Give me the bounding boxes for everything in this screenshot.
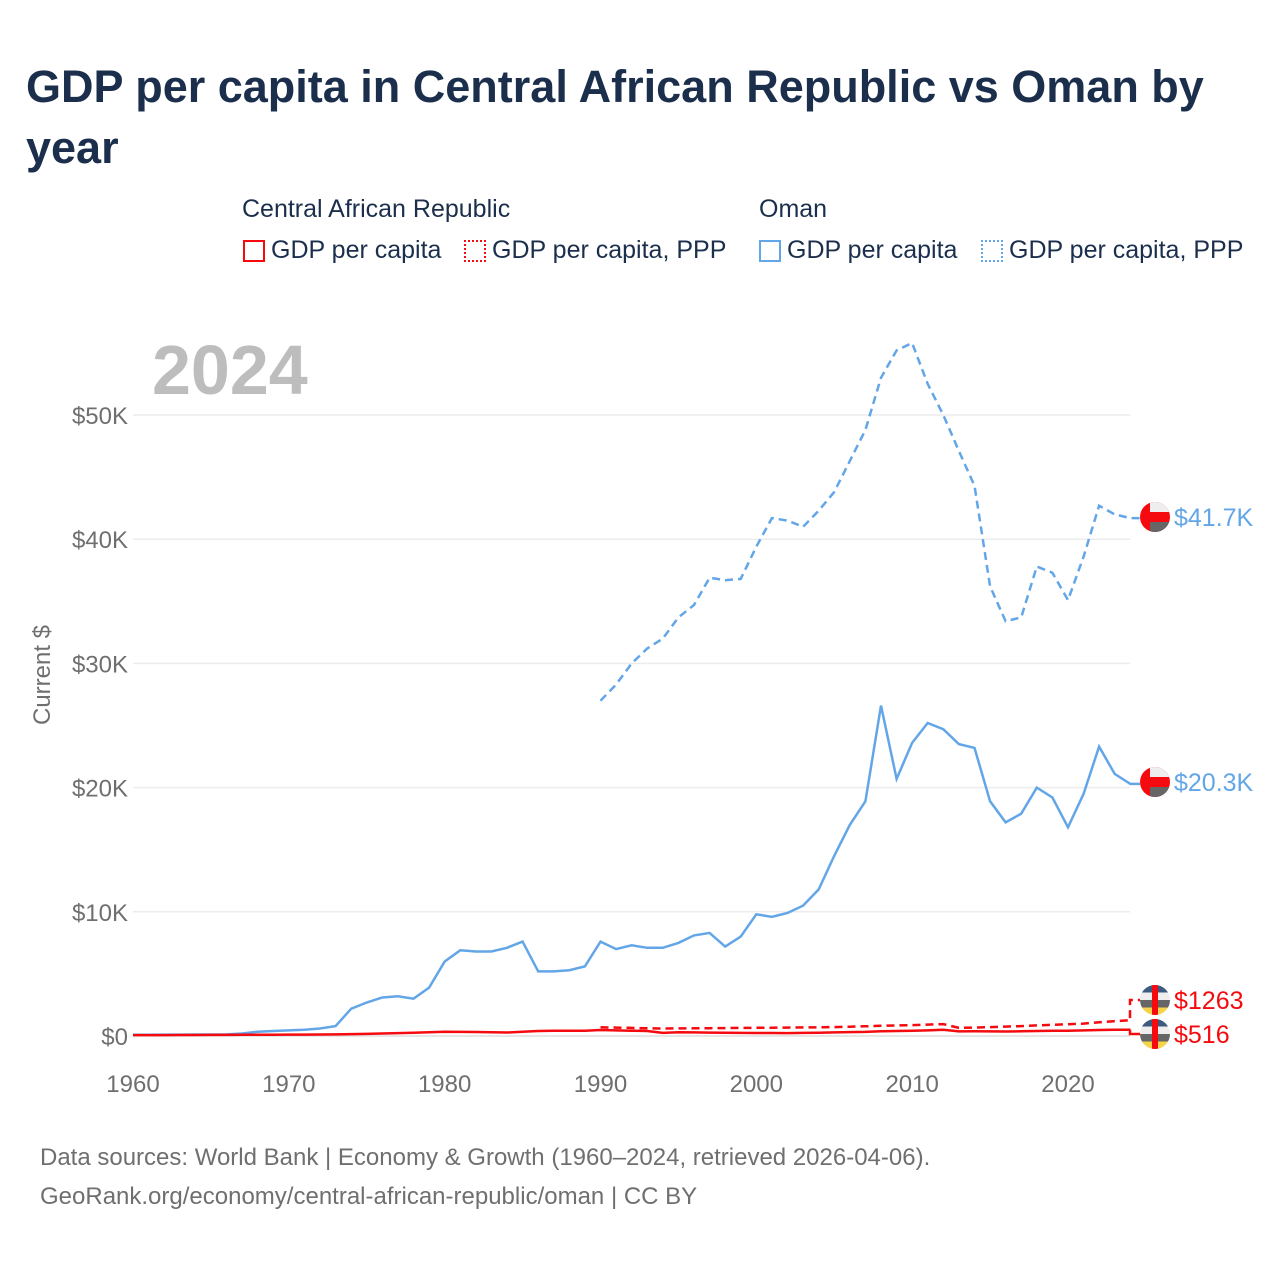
x-tick-label: 2000 (730, 1071, 783, 1098)
legend-swatch-dotted (464, 239, 486, 262)
legend-group-car: Central African Republic (242, 195, 511, 223)
legend-swatch-solid (243, 239, 265, 262)
y-tick-label: $20K (72, 776, 128, 803)
legend-group-oman: Oman (759, 195, 828, 223)
x-tick-label: 1970 (262, 1071, 315, 1098)
source-url[interactable]: GeoRank.org/economy/central-african-repu… (40, 1183, 698, 1210)
legend-swatch-solid (759, 239, 781, 262)
oman-flag-icon (1140, 767, 1170, 797)
series-line-0 (599, 341, 1140, 702)
x-tick-label: 1990 (574, 1071, 627, 1098)
y-tick-label: $0 (101, 1024, 128, 1051)
end-value-label: $516 (1174, 1021, 1230, 1049)
y-tick-label: $10K (72, 900, 128, 927)
legend-label: GDP per capita (787, 236, 958, 264)
car-flag-icon (1140, 985, 1170, 1015)
x-tick-label: 1960 (106, 1071, 159, 1098)
series-line-1 (133, 705, 1140, 1037)
y-tick-label: $30K (72, 651, 128, 678)
data-source: Data sources: World Bank | Economy & Gro… (40, 1144, 931, 1171)
legend-label: GDP per capita, PPP (492, 236, 727, 264)
car-flag-icon (1140, 1019, 1170, 1049)
end-value-label: $20.3K (1174, 769, 1254, 797)
x-tick-label: 2020 (1041, 1071, 1094, 1098)
chart-title: GDP per capita in Central African Republ… (26, 61, 1204, 173)
legend-label: GDP per capita, PPP (1009, 236, 1244, 264)
x-tick-label: 1980 (418, 1071, 471, 1098)
legend-label: GDP per capita (271, 236, 442, 264)
legend-oman-gdp[interactable]: GDP per capita (759, 236, 957, 265)
y-axis-label: Current $ (29, 625, 56, 725)
y-tick-label: $40K (72, 527, 128, 554)
end-value-label: $1263 (1174, 987, 1244, 1015)
series-line-2 (600, 998, 1140, 1030)
legend-oman-ppp[interactable]: GDP per capita, PPP (981, 236, 1243, 265)
legend-car-ppp[interactable]: GDP per capita, PPP (464, 236, 726, 265)
legend-car-gdp[interactable]: GDP per capita (243, 236, 441, 265)
oman-flag-icon (1140, 502, 1170, 532)
year-label: 2024 (152, 331, 308, 409)
y-tick-label: $50K (72, 403, 128, 430)
series-line-3 (133, 1028, 1140, 1037)
footer: Data sources: World Bank | Economy & Gro… (40, 1138, 930, 1216)
end-value-label: $41.7K (1174, 504, 1254, 532)
x-tick-label: 2010 (885, 1071, 938, 1098)
legend-swatch-dotted (981, 239, 1003, 262)
